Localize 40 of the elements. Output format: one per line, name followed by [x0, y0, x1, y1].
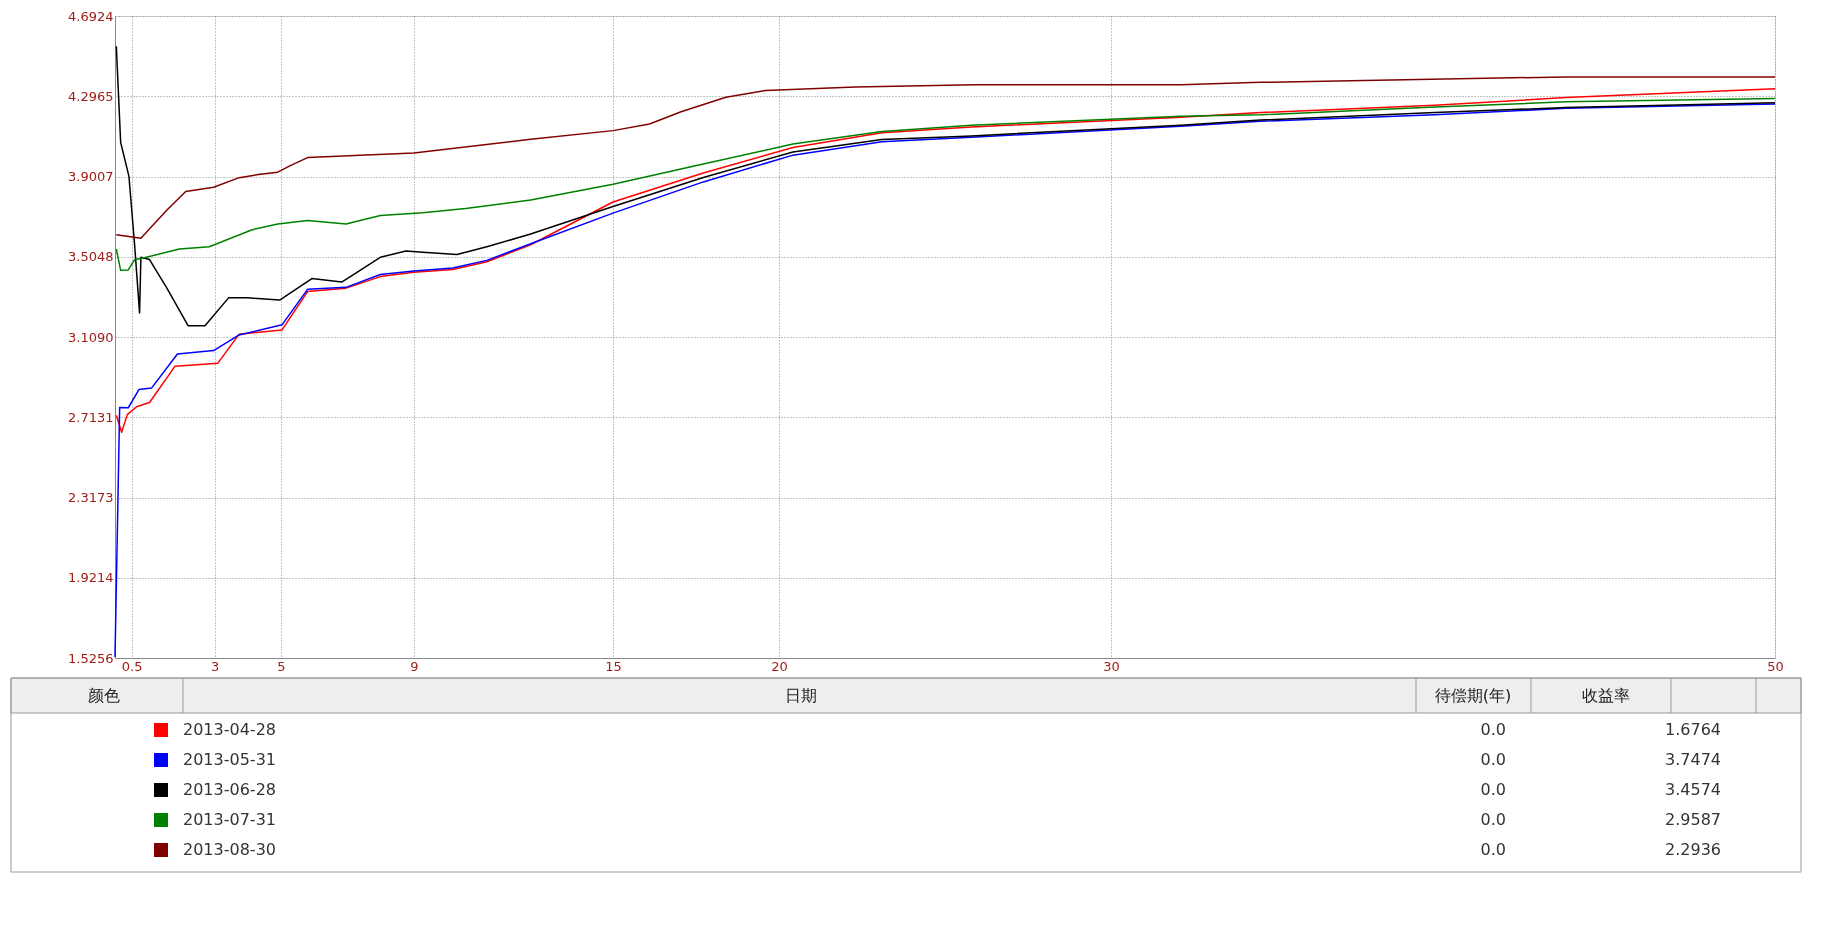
x-tick-label: 20 — [771, 658, 788, 674]
text: 2.2936 — [1665, 840, 1721, 859]
text: 3.7474 — [1665, 750, 1721, 769]
legend-label: 2013-05-31 — [183, 750, 276, 769]
text: 1.6764 — [1665, 720, 1721, 739]
y-tick-label: 4.6924 — [68, 8, 114, 24]
text: 0.0 — [1480, 720, 1506, 739]
y-tick-label: 4.2965 — [68, 88, 114, 104]
x-tick-label: 5 — [277, 658, 286, 674]
x-tick-label: 30 — [1103, 658, 1120, 674]
legend-label: 2013-08-30 — [183, 840, 276, 859]
x-tick-label: 9 — [410, 658, 419, 674]
category-label: 收益率 — [1582, 685, 1630, 705]
y-tick-label: 3.1090 — [68, 329, 114, 345]
y-tick-label: 1.5256 — [68, 650, 114, 666]
text: 0.0 — [1480, 780, 1506, 799]
text: 0.0 — [1480, 750, 1506, 769]
legend-label: 2013-06-28 — [183, 780, 276, 799]
text: 2.9587 — [1665, 810, 1721, 829]
x-tick-label: 0.5 — [121, 658, 143, 674]
x-tick-label: 50 — [1767, 658, 1784, 674]
text: 3.4574 — [1665, 780, 1721, 799]
text: 0.0 — [1480, 840, 1506, 859]
legend-label: 2013-04-28 — [183, 720, 276, 739]
category-label: 待偿期(年) — [1434, 685, 1512, 705]
y-tick-label: 2.3173 — [68, 490, 114, 505]
line-series — [115, 88, 1776, 434]
y-tick-label: 3.9007 — [68, 169, 114, 184]
category-label: 日期 — [785, 685, 817, 705]
y-tick-label: 1.9214 — [68, 570, 114, 586]
line-series — [115, 76, 1776, 240]
y-tick-label: 3.5048 — [68, 249, 114, 265]
x-tick-label: 15 — [605, 658, 622, 674]
line-series — [115, 97, 1776, 272]
line-series — [115, 45, 1776, 327]
x-tick-label: 3 — [210, 658, 220, 674]
legend-label: 2013-07-31 — [183, 810, 276, 829]
text: 0.0 — [1480, 810, 1506, 829]
y-tick-label: 2.7131 — [68, 409, 114, 425]
category-label: 颜色 — [88, 685, 120, 705]
